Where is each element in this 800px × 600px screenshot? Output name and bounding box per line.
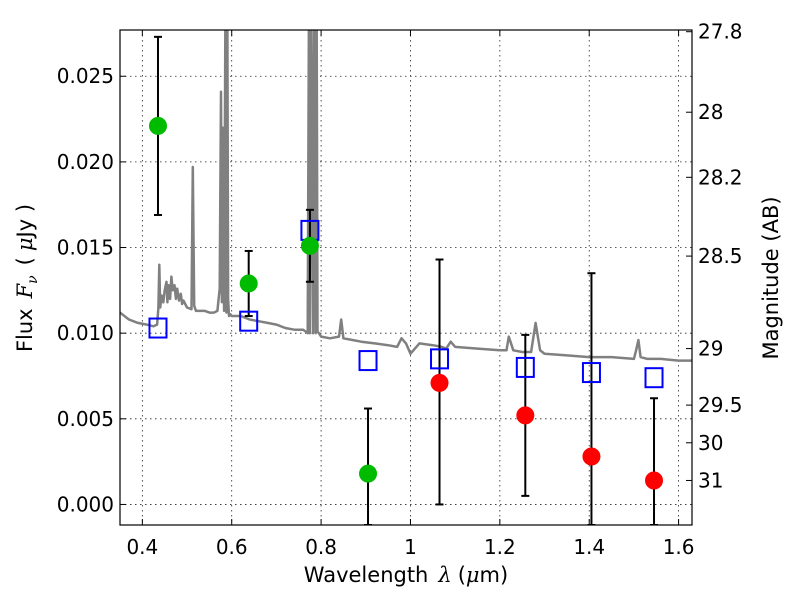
x-tick-label: 0.6 (216, 535, 248, 559)
y-tick-label: 0.010 (57, 321, 114, 345)
x-axis-ticks: 0.4 0.6 0.8 1 1.2 1.4 1.6 (126, 30, 695, 559)
model-spectrum (120, 30, 692, 362)
y-tick-label: 0.015 (57, 236, 114, 260)
model-photometry-point (239, 310, 259, 332)
x-tick-label: 1.6 (663, 535, 695, 559)
y2-tick-label: 28.5 (698, 244, 743, 268)
y2-tick-label: 28 (698, 100, 723, 124)
y2-tick-label: 29.5 (698, 393, 743, 417)
y-axis-ticks: 0.000 0.005 0.010 0.015 0.020 0.025 (57, 64, 126, 516)
non-detection-point (430, 373, 449, 392)
y2-axis-ticks: 27.8 28 28.2 28.5 29 29.5 30 31 (686, 20, 743, 492)
non-detection-point (516, 406, 535, 425)
y-tick-label: 0.025 (57, 64, 114, 88)
x-tick-label: 1.2 (484, 535, 516, 559)
non-detection-point (645, 471, 664, 490)
model-photometry-point (430, 348, 450, 370)
detection-point (148, 116, 167, 135)
plot-background (120, 30, 692, 525)
non-detection-point (582, 447, 601, 466)
model-photometry-point (358, 350, 378, 372)
model-photometry-point (644, 367, 664, 389)
model-photometry-point (515, 356, 535, 378)
y-tick-label: 0.020 (57, 150, 114, 174)
observed-flux-markers (148, 116, 664, 490)
y2-tick-label: 30 (698, 431, 723, 455)
plot-frame (119, 29, 693, 526)
x-tick-label: 1 (404, 535, 417, 559)
y2-tick-label: 31 (698, 468, 723, 492)
model-photometry-point (148, 317, 168, 339)
x-tick-label: 0.8 (305, 535, 337, 559)
y-tick-label: 0.005 (57, 407, 114, 431)
y2-tick-label: 27.8 (698, 20, 743, 44)
detection-point (239, 274, 258, 293)
detection-point (300, 236, 319, 255)
y-axis-label: FluxFν(μJy ) (13, 204, 41, 352)
model-photometry-markers (148, 219, 664, 389)
y2-tick-label: 28.2 (698, 165, 743, 189)
y2-tick-label: 29 (698, 337, 723, 361)
y2-axis-label: Magnitude (AB) (759, 196, 783, 359)
x-tick-label: 1.4 (573, 535, 605, 559)
grid (120, 30, 692, 525)
model-spectrum-line (120, 30, 692, 362)
detection-point (359, 464, 378, 483)
model-photometry-point (581, 362, 601, 384)
x-axis-label: Wavelength λ (μm) (304, 563, 508, 587)
y-tick-label: 0.000 (57, 492, 114, 516)
x-tick-label: 0.4 (126, 535, 158, 559)
